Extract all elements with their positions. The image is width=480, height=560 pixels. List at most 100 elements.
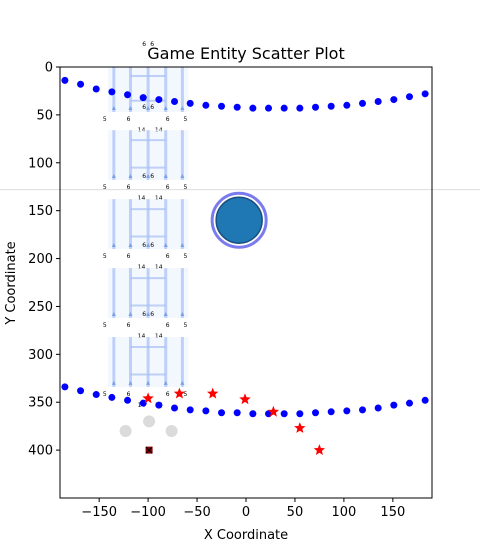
entity-dot bbox=[202, 101, 210, 109]
entity-dot bbox=[327, 102, 335, 110]
entity-dot bbox=[92, 391, 100, 399]
y-tick-label: 50 bbox=[36, 108, 53, 123]
x-tick-label: 0 bbox=[242, 505, 250, 520]
entity-dot bbox=[390, 96, 398, 104]
ladder-arrow-marker bbox=[111, 242, 116, 247]
ladder-number: 6 bbox=[166, 184, 170, 191]
ladder-number: 5 bbox=[183, 253, 187, 260]
y-tick-label: 100 bbox=[28, 156, 53, 171]
ladder-arrow-marker bbox=[146, 380, 151, 385]
ladder-number: 6 bbox=[142, 104, 146, 111]
entity-dot bbox=[61, 76, 69, 84]
entity-dot bbox=[249, 410, 257, 418]
ladder-number: 6 bbox=[150, 41, 154, 48]
ladder-layer: 6656651414665665141466566514146656651414… bbox=[103, 41, 189, 409]
entity-dot bbox=[124, 91, 132, 99]
large-entity-marker bbox=[215, 196, 263, 244]
entity-dot bbox=[312, 103, 320, 111]
entity-dot bbox=[77, 387, 85, 395]
entity-dot bbox=[233, 103, 241, 111]
ladder-arrow-marker bbox=[163, 380, 168, 385]
grey-circle-marker bbox=[143, 415, 156, 428]
ladder-arrow-marker bbox=[163, 106, 168, 111]
ladder-number: 6 bbox=[142, 41, 146, 48]
entity-dot bbox=[280, 410, 288, 418]
entity-dot bbox=[218, 102, 226, 110]
entity-dot bbox=[155, 96, 163, 104]
ladder-number: 5 bbox=[183, 391, 187, 398]
ladder-number: 6 bbox=[142, 311, 146, 318]
ladder-number: 5 bbox=[103, 116, 107, 123]
entity-dot bbox=[343, 101, 351, 109]
ladder-number: 6 bbox=[127, 322, 131, 329]
dark-marker-cross bbox=[145, 446, 153, 454]
entity-dot bbox=[374, 404, 382, 412]
y-tick-label: 0 bbox=[45, 61, 53, 76]
y-axis-title: Y Coordinate bbox=[4, 241, 19, 325]
entity-dot bbox=[61, 383, 69, 391]
ladder-arrow-marker bbox=[128, 311, 133, 316]
ladder-arrow-marker bbox=[163, 174, 168, 179]
ladder-number: 6 bbox=[150, 173, 154, 180]
ladder-arrow-marker bbox=[163, 242, 168, 247]
entity-dot bbox=[421, 396, 429, 404]
ladder-number: 14 bbox=[155, 195, 163, 202]
entity-dot bbox=[358, 406, 366, 414]
entity-dot bbox=[218, 409, 226, 417]
entity-dot bbox=[139, 94, 147, 102]
entity-dot bbox=[327, 408, 335, 416]
entity-dot bbox=[171, 97, 179, 105]
y-tick-label: 400 bbox=[28, 444, 53, 459]
ladder-number: 6 bbox=[127, 184, 131, 191]
entity-dot bbox=[249, 104, 257, 112]
entity-dot bbox=[233, 409, 241, 417]
entity-dot bbox=[186, 406, 194, 414]
chart-title: Game Entity Scatter Plot bbox=[147, 44, 344, 63]
star-marker bbox=[267, 405, 280, 417]
entity-dot bbox=[77, 80, 85, 88]
y-tick-label: 200 bbox=[28, 252, 53, 267]
ladder-number: 6 bbox=[150, 242, 154, 249]
x-tick-label: −50 bbox=[183, 505, 210, 520]
ladder-number: 6 bbox=[166, 322, 170, 329]
entity-dot bbox=[358, 99, 366, 107]
ladder-number: 14 bbox=[155, 264, 163, 271]
ladder-number: 6 bbox=[166, 253, 170, 260]
ladder-arrow-marker bbox=[180, 311, 185, 316]
ladder-arrow-marker bbox=[163, 311, 168, 316]
ladder-arrow-marker bbox=[180, 106, 185, 111]
entity-dot bbox=[139, 399, 147, 407]
grey-circle-marker bbox=[165, 424, 178, 437]
grey-circle-marker bbox=[119, 424, 132, 437]
x-tick-label: 150 bbox=[380, 505, 405, 520]
large-entity-ring bbox=[210, 191, 268, 249]
ladder-arrow-marker bbox=[111, 311, 116, 316]
ladder-arrow-marker bbox=[111, 380, 116, 385]
ladder-number: 6 bbox=[166, 391, 170, 398]
y-tick-label: 300 bbox=[28, 348, 53, 363]
star-marker bbox=[142, 392, 154, 404]
entity-dot bbox=[171, 404, 179, 412]
ladder-number: 6 bbox=[150, 311, 154, 318]
ladder-arrow-marker bbox=[128, 380, 133, 385]
ladder-arrow-marker bbox=[128, 106, 133, 111]
entity-dot bbox=[374, 97, 382, 105]
ladder-arrow-marker bbox=[146, 242, 151, 247]
entity-dot bbox=[296, 104, 304, 112]
marks-layer bbox=[61, 76, 429, 455]
ladder-number: 5 bbox=[183, 322, 187, 329]
ladder-number: 6 bbox=[142, 242, 146, 249]
y-tick-label: 350 bbox=[28, 396, 53, 411]
ladder-number: 5 bbox=[103, 391, 107, 398]
entity-dot bbox=[343, 407, 351, 415]
ladder-number: 6 bbox=[166, 116, 170, 123]
x-tick-label: 100 bbox=[331, 505, 356, 520]
star-marker bbox=[207, 387, 219, 399]
entity-dot bbox=[312, 409, 320, 417]
entity-dot bbox=[405, 93, 413, 101]
ladder-number: 14 bbox=[138, 195, 146, 202]
x-tick-label: 50 bbox=[287, 505, 304, 520]
